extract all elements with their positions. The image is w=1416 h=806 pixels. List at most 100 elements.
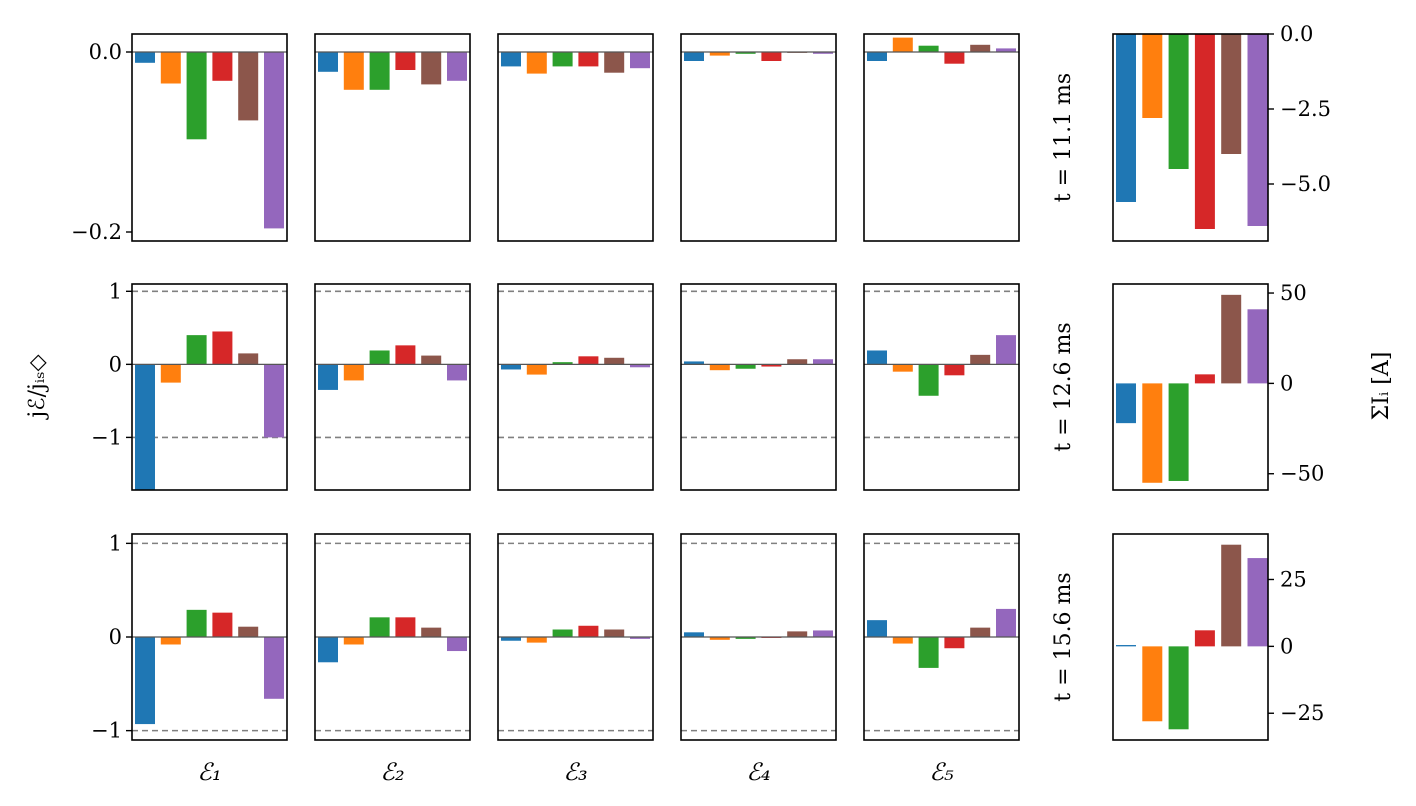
- panel-frame: [314, 33, 471, 242]
- time-label-row-3: t = 15.6 ms: [1051, 572, 1076, 701]
- sum-panel-row-3: 25 0 −25: [1112, 533, 1324, 741]
- bar-r1-c1-3: [186, 52, 207, 140]
- bar-r2-c2-4: [395, 345, 416, 365]
- bar-r1-c3-3: [552, 52, 573, 67]
- bar-r1-c5-4: [944, 52, 965, 64]
- panel-r3-c5: ℰ₅: [863, 533, 1020, 786]
- bar-r3-c5-1: [867, 620, 887, 637]
- bar-r1-c4-6: [813, 52, 833, 54]
- bar-r2-c4-1: [684, 361, 704, 365]
- sum-y-tick-label: −2.5: [1280, 97, 1331, 121]
- y-axis-label: jℰ/jᵢₛ◇: [25, 354, 50, 420]
- bar-r3-c2-5: [421, 627, 442, 637]
- panel-frame: [863, 33, 1020, 242]
- sum-bar-row1-2: [1142, 34, 1163, 118]
- bar-r2-c2-2: [343, 364, 364, 381]
- y-tick-label: 1: [109, 531, 122, 555]
- bar-r1-c1-6: [264, 52, 284, 229]
- bar-r2-c1-2: [160, 364, 181, 383]
- sum-y-tick-label: −5.0: [1280, 172, 1331, 196]
- sum-y-tick-label: 50: [1280, 281, 1307, 305]
- bar-r3-c1-5: [238, 626, 259, 637]
- column-label-e2: ℰ₂: [380, 758, 404, 786]
- sum-bar-row1-1: [1116, 34, 1136, 202]
- column-label-e1: ℰ₁: [197, 758, 221, 786]
- y-tick-label: 0: [109, 625, 122, 649]
- sum-bar-row1-3: [1168, 34, 1189, 169]
- panel-r1-c5: [863, 33, 1020, 242]
- bar-r3-c1-4: [212, 612, 233, 637]
- sum-y-tick-label: 0: [1280, 634, 1293, 658]
- bar-r1-c5-1: [867, 52, 887, 61]
- sum-bar-row3-1: [1116, 645, 1136, 647]
- panel-r1-c2: [314, 33, 471, 242]
- sum-y-tick-label: −25: [1280, 701, 1324, 725]
- bar-r1-c3-4: [578, 52, 599, 67]
- sum-bar-row3-5: [1221, 544, 1242, 647]
- panel-frame: [863, 533, 1020, 741]
- bar-r3-c1-1: [135, 637, 155, 725]
- sum-panel-frame: [1112, 283, 1269, 491]
- bar-r1-c4-1: [684, 52, 704, 61]
- bar-r3-c2-1: [318, 637, 338, 663]
- panel-grid: 0.0 −0.2 t = 11.1 ms 1 0 −1 t = 12.6 ms 1 0 −1 ℰ₁ ℰ…: [71, 33, 1076, 786]
- sum-bar-row3-3: [1168, 646, 1189, 730]
- panel-frame: [131, 33, 288, 242]
- bar-r3-c3-5: [604, 629, 625, 637]
- y-tick-label: −1: [91, 719, 122, 743]
- bar-r1-c2-3: [369, 52, 390, 90]
- bar-r2-c5-3: [918, 364, 939, 396]
- y-tick-label: 0.0: [89, 40, 122, 64]
- sum-bar-row2-2: [1142, 383, 1163, 483]
- bar-r2-c3-6: [630, 364, 650, 368]
- bar-r1-c2-4: [395, 52, 416, 70]
- sum-y-tick-label: 0: [1280, 371, 1293, 395]
- bar-r3-c3-3: [552, 629, 573, 637]
- sum-axis-label: ΣIᵢ [A]: [1369, 352, 1394, 421]
- bar-r1-c1-5: [238, 52, 259, 121]
- sum-y-tick-label: 25: [1280, 567, 1307, 591]
- panel-frame: [680, 283, 837, 491]
- bar-r1-c1-1: [135, 52, 155, 63]
- bar-r2-c3-2: [526, 364, 547, 375]
- bar-r3-c4-5: [787, 631, 808, 637]
- bar-r2-c1-5: [238, 353, 259, 365]
- sum-bar-row3-6: [1247, 558, 1268, 647]
- bar-r1-c4-2: [709, 52, 730, 56]
- sum-bar-row2-6: [1247, 309, 1268, 384]
- bar-r3-c5-6: [996, 608, 1016, 637]
- y-tick-label: 1: [109, 279, 122, 303]
- sum-bar-row1-5: [1221, 34, 1242, 154]
- sum-panel-row-1: 0.0 −2.5 −5.0: [1112, 22, 1331, 242]
- time-label-row-1: t = 11.1 ms: [1051, 73, 1076, 202]
- sum-bar-row2-4: [1194, 374, 1215, 384]
- bar-r2-c4-2: [709, 364, 730, 371]
- bar-r1-c2-5: [421, 52, 442, 85]
- sum-bar-row2-3: [1168, 383, 1189, 481]
- bar-r3-c1-6: [264, 637, 284, 699]
- sum-panel-frame: [1112, 33, 1269, 242]
- panel-r3-c2: ℰ₂: [314, 533, 471, 786]
- bar-r1-c5-3: [918, 45, 939, 52]
- bar-r3-c3-4: [578, 625, 599, 637]
- panel-r2-c1: 1 0 −1: [91, 279, 288, 491]
- panel-r2-c4: [680, 283, 837, 491]
- panel-frame: [314, 283, 471, 491]
- sum-bar-row3-2: [1142, 646, 1163, 722]
- panel-frame: [680, 533, 837, 741]
- bar-r2-c4-6: [813, 359, 833, 365]
- sum-bar-row1-6: [1247, 34, 1268, 226]
- bar-r1-c4-3: [735, 52, 756, 54]
- sum-bar-row3-4: [1194, 630, 1215, 647]
- bar-r2-c1-4: [212, 331, 233, 365]
- bar-r2-c2-6: [447, 364, 467, 381]
- bar-r3-c4-2: [709, 637, 730, 640]
- bar-r2-c4-5: [787, 359, 808, 365]
- y-tick-label: −0.2: [71, 220, 122, 244]
- panel-frame: [314, 533, 471, 741]
- bar-r2-c4-3: [735, 364, 756, 369]
- bar-r2-c5-1: [867, 350, 887, 365]
- bar-r2-c1-6: [264, 364, 284, 438]
- bar-r1-c3-5: [604, 52, 625, 73]
